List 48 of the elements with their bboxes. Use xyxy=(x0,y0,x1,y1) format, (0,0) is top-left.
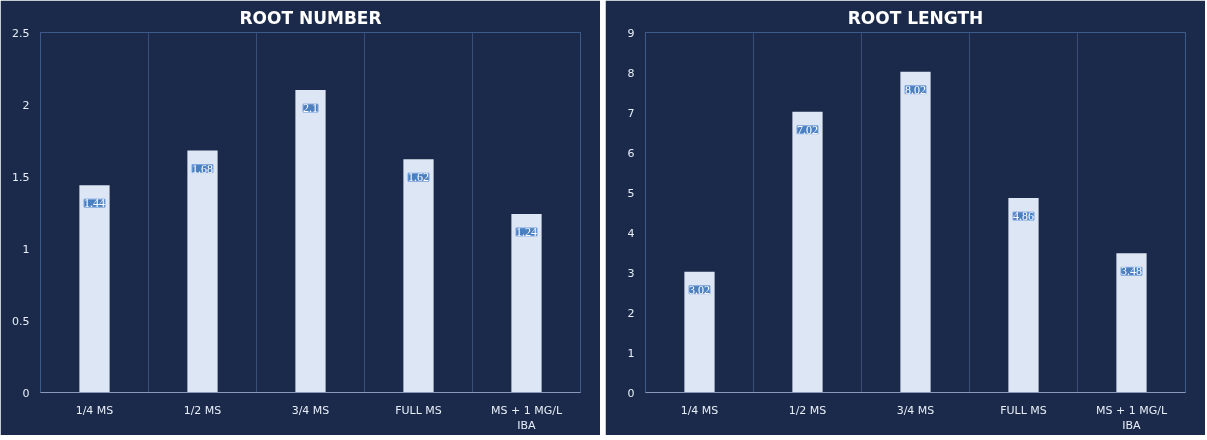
x-tick-label: MS + 1 MG/L IBA xyxy=(1095,403,1168,433)
bar xyxy=(403,159,434,393)
x-tick-label: 1/2 MS xyxy=(183,403,222,417)
data-label: 7.02 xyxy=(797,122,818,137)
x-tick-label: 1/2 MS xyxy=(788,403,827,417)
y-tick-label: 3 xyxy=(627,266,635,280)
bar xyxy=(900,71,931,393)
x-tick-label: MS + 1 MG/L IBA xyxy=(490,403,563,433)
data-label: 4.86 xyxy=(1013,209,1034,224)
bar xyxy=(792,111,823,393)
y-tick-label: 2 xyxy=(627,306,635,320)
data-label: 1.44 xyxy=(84,196,105,211)
x-tick-label: FULL MS xyxy=(395,403,442,417)
data-label: 2.1 xyxy=(303,101,318,116)
bar xyxy=(511,213,542,393)
x-tick-label: FULL MS xyxy=(1000,403,1047,417)
y-tick-label: 8 xyxy=(627,66,635,80)
y-tick-label: 9 xyxy=(627,26,635,40)
y-tick-label: 6 xyxy=(627,146,635,160)
data-label: 1.24 xyxy=(516,224,537,239)
bar xyxy=(1008,198,1039,393)
chart-title: ROOT LENGTH xyxy=(847,7,984,28)
x-tick-label: 1/4 MS xyxy=(75,403,114,417)
y-tick-label: 0.5 xyxy=(12,314,30,328)
x-tick-label: 3/4 MS xyxy=(896,403,935,417)
y-tick-label: 2.5 xyxy=(12,26,30,40)
x-tick-label: 3/4 MS xyxy=(291,403,330,417)
y-tick-label: 2 xyxy=(22,98,30,112)
chart-title: ROOT NUMBER xyxy=(239,7,382,28)
bar xyxy=(684,271,715,393)
bar xyxy=(79,185,110,393)
y-tick-label: 0 xyxy=(627,386,635,400)
y-tick-label: 5 xyxy=(627,186,635,200)
data-label: 1.68 xyxy=(192,161,213,176)
x-tick-label: 1/4 MS xyxy=(680,403,719,417)
bar xyxy=(187,150,218,393)
y-tick-label: 7 xyxy=(627,106,635,120)
bar xyxy=(1116,253,1147,393)
y-tick-label: 1.5 xyxy=(12,170,30,184)
y-tick-label: 1 xyxy=(22,242,30,256)
data-label: 1.62 xyxy=(408,170,429,185)
y-tick-label: 1 xyxy=(627,346,635,360)
y-tick-label: 0 xyxy=(22,386,30,400)
data-label: 3.48 xyxy=(1121,264,1142,279)
bar xyxy=(295,90,326,393)
data-label: 8.02 xyxy=(905,82,926,97)
y-tick-label: 4 xyxy=(627,226,635,240)
data-label: 3.02 xyxy=(689,282,710,297)
